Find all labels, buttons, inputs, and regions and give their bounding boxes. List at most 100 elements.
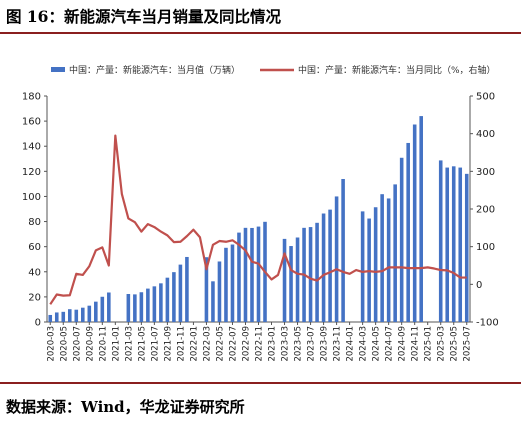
bar [54, 312, 59, 322]
bar [289, 246, 293, 322]
y-left-tick-label: 120 [22, 167, 41, 178]
x-tick-label: 2021-01 [111, 326, 121, 362]
x-tick-label: 2023-05 [294, 326, 304, 362]
x-tick-label: 2021-09 [163, 326, 173, 362]
bar [373, 207, 378, 322]
bar [139, 292, 144, 322]
bar [159, 283, 163, 322]
x-tick-label: 2020-05 [59, 326, 69, 362]
combo-chart: 0 20 40 60 80 100 120 140 160 180 -100 0 100 200 300 40… [22, 64, 499, 362]
axes-layer: 0 20 40 60 80 100 120 140 160 180 -100 0 100 200 300 40… [22, 92, 499, 362]
bar [107, 292, 111, 322]
x-tick-label: 2020-07 [72, 326, 82, 362]
bar [328, 209, 332, 322]
yoy-line [49, 134, 467, 305]
bar [211, 281, 215, 322]
y-left-tick-label: 140 [22, 142, 41, 153]
line-layer [49, 134, 467, 305]
bar [94, 301, 98, 322]
bar [360, 211, 365, 322]
y-right-tick-label: 200 [476, 205, 495, 216]
y-right-tick-label: 400 [476, 129, 495, 140]
legend-bar-swatch [51, 67, 65, 72]
bar [341, 178, 345, 322]
bar [445, 167, 450, 322]
bar [282, 238, 287, 322]
bar [334, 196, 339, 322]
y-right-tick-label: 0 [476, 280, 482, 291]
bar [217, 261, 222, 322]
y-right-tick-label: 500 [476, 92, 495, 103]
y-left-tick-label: 0 [35, 318, 41, 329]
bar [256, 226, 261, 322]
bar [308, 227, 313, 322]
bar [295, 237, 300, 322]
bar [100, 296, 105, 322]
bar [250, 227, 254, 322]
bar [74, 309, 79, 322]
x-tick-label: 2021-07 [150, 326, 160, 362]
x-tick-label: 2023-09 [320, 326, 330, 362]
legend-line-label: 中国：产量：新能源汽车：当月同比（%，右轴） [298, 64, 496, 76]
x-tick-label: 2020-03 [46, 326, 56, 362]
bar [185, 256, 189, 322]
bar [87, 305, 92, 322]
y-left-tick-label: 60 [28, 242, 41, 253]
y-left-tick-label: 20 [28, 292, 41, 303]
source-note: 数据来源：Wind，华龙证券研究所 [6, 398, 245, 416]
bar [48, 314, 53, 322]
bar [224, 247, 228, 322]
bar [165, 277, 170, 322]
x-tick-label: 2021-05 [137, 326, 147, 362]
x-tick-label: 2021-11 [176, 326, 186, 362]
bar [230, 244, 235, 322]
bar [393, 184, 397, 322]
bar [419, 116, 423, 322]
x-tick-label: 2025-05 [450, 326, 460, 362]
x-tick-label: 2023-07 [307, 326, 317, 362]
source-rule [0, 382, 521, 384]
x-tick-label: 2022-05 [215, 326, 225, 362]
title-rule [0, 32, 521, 34]
x-tick-label: 2021-03 [124, 326, 134, 362]
y-left-tick-label: 100 [22, 192, 41, 203]
bar [204, 257, 209, 322]
x-tick-label: 2025-07 [463, 326, 473, 362]
x-tick-label: 2024-03 [359, 326, 369, 362]
bar [315, 222, 319, 322]
bar [380, 194, 384, 322]
legend: 中国：产量：新能源汽车：当月值（万辆） 中国：产量：新能源汽车：当月同比（%，右… [51, 64, 496, 76]
x-tick-label: 2022-11 [255, 326, 265, 362]
bar [81, 307, 85, 322]
bar [464, 173, 469, 322]
y-left-tick-label: 160 [22, 117, 41, 128]
y-right-tick-label: -100 [476, 318, 499, 329]
bar [172, 272, 176, 322]
bar [386, 198, 391, 322]
x-tick-label: 2025-03 [437, 326, 447, 362]
bar [243, 227, 248, 322]
x-tick-label: 2024-01 [346, 326, 356, 362]
x-tick-label: 2022-03 [202, 326, 212, 362]
bar [406, 142, 410, 322]
bar [133, 294, 137, 322]
y-left-tick-label: 40 [28, 267, 41, 278]
y-right-tick-label: 300 [476, 167, 495, 178]
x-tick-label: 2023-03 [281, 326, 291, 362]
legend-bar-label: 中国：产量：新能源汽车：当月值（万辆） [69, 64, 240, 76]
x-tick-label: 2024-09 [398, 326, 408, 362]
x-tick-label: 2024-07 [385, 326, 395, 362]
bar [399, 157, 404, 322]
figure-title: 图 16：新能源汽车当月销量及同比情况 [6, 7, 281, 26]
x-tick-label: 2020-09 [85, 326, 95, 362]
bar [237, 232, 241, 322]
bar [178, 264, 183, 322]
x-tick-label: 2022-01 [189, 326, 199, 362]
y-right-tick-label: 100 [476, 242, 495, 253]
x-tick-label: 2024-11 [411, 326, 421, 362]
x-tick-label: 2022-07 [228, 326, 238, 362]
x-tick-label: 2022-09 [241, 326, 251, 362]
bar [321, 213, 326, 322]
x-tick-label: 2023-11 [333, 326, 343, 362]
x-tick-label: 2020-11 [98, 326, 108, 362]
